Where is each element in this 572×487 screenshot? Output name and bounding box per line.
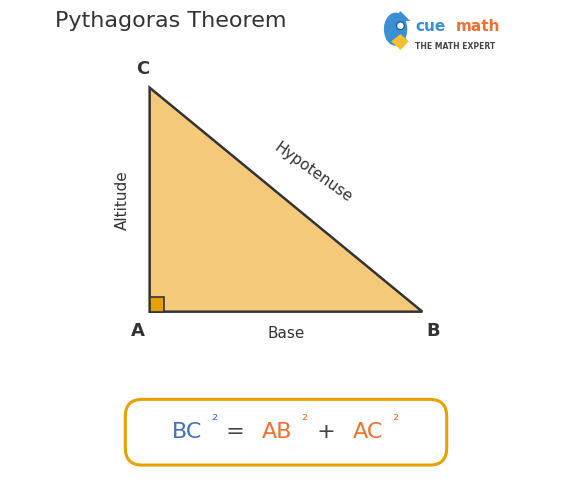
Text: +: +	[310, 422, 343, 442]
Text: ²: ²	[392, 412, 398, 428]
Ellipse shape	[384, 13, 407, 46]
Text: Pythagoras Theorem: Pythagoras Theorem	[55, 11, 286, 31]
FancyBboxPatch shape	[125, 399, 447, 465]
Text: AC: AC	[352, 422, 383, 442]
Text: =: =	[220, 422, 252, 442]
Text: ²: ²	[211, 412, 217, 428]
Text: AB: AB	[262, 422, 293, 442]
Text: B: B	[426, 322, 440, 340]
Text: Hypotenuse: Hypotenuse	[271, 140, 355, 206]
Text: BC: BC	[172, 422, 202, 442]
Polygon shape	[386, 29, 394, 40]
Ellipse shape	[396, 22, 404, 30]
Polygon shape	[150, 88, 422, 312]
Text: Altitude: Altitude	[116, 170, 130, 229]
Text: cue: cue	[415, 19, 446, 34]
Polygon shape	[399, 29, 407, 40]
Text: A: A	[130, 322, 144, 340]
Text: THE MATH EXPERT: THE MATH EXPERT	[415, 42, 495, 51]
Text: math: math	[455, 19, 500, 34]
Text: ²: ²	[302, 412, 308, 428]
Text: C: C	[136, 60, 149, 78]
Polygon shape	[150, 297, 164, 312]
Polygon shape	[391, 34, 409, 50]
Polygon shape	[391, 11, 410, 21]
Text: Base: Base	[267, 326, 305, 341]
